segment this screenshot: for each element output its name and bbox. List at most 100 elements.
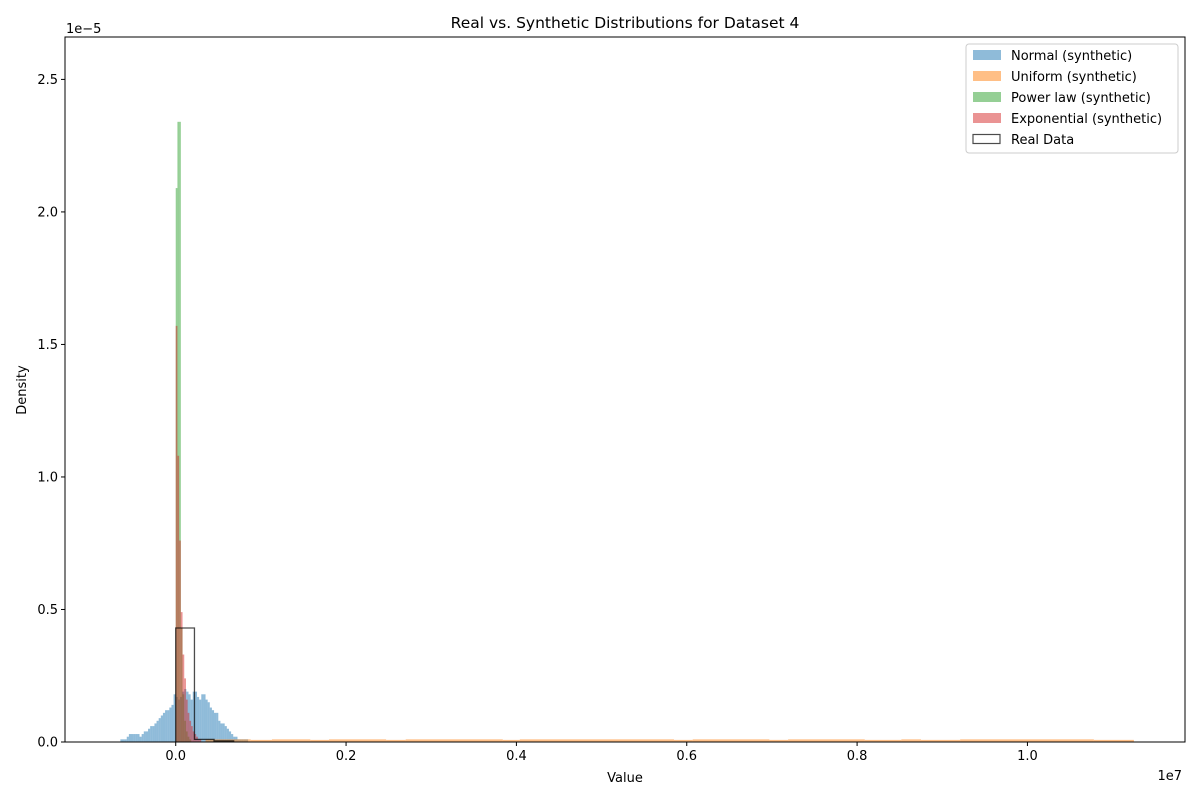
histogram-bar (250, 739, 272, 742)
histogram-bar (175, 325, 178, 742)
histogram-bar (131, 734, 134, 742)
histogram-bar (190, 699, 193, 742)
x-tick-label: 0.8 (847, 749, 868, 764)
chart-title: Real vs. Synthetic Distributions for Dat… (451, 14, 800, 32)
histogram-bar (177, 121, 180, 743)
legend-swatch (972, 133, 1001, 145)
histogram-bar (165, 710, 168, 742)
legend-label: Power law (synthetic) (1011, 91, 1151, 106)
histogram-bar (158, 718, 161, 742)
histogram-bar (692, 739, 770, 742)
histogram-bar (960, 739, 1094, 742)
histogram-bar (169, 707, 172, 742)
histogram-bar (179, 121, 181, 743)
histogram-bar (167, 710, 170, 742)
histogram-bar (329, 739, 387, 742)
series-3 (175, 325, 202, 742)
real-data-step (175, 627, 235, 742)
histogram-bar (1093, 739, 1134, 742)
histogram-bar (207, 702, 210, 742)
histogram-bar (920, 739, 961, 742)
histogram-bar (145, 731, 149, 742)
x-axis-ticks: 0.0 0.2 0.4 0.6 0.8 1.0 (165, 742, 1038, 764)
histogram-bar (222, 723, 225, 742)
histogram-bars (120, 121, 1134, 743)
legend-label: Normal (synthetic) (1011, 49, 1132, 64)
histogram-bar (135, 734, 138, 742)
histogram-bar (405, 739, 503, 742)
histogram-bar (124, 739, 127, 742)
histogram-bar (673, 739, 693, 742)
histogram-bar (310, 739, 330, 742)
histogram-bar (226, 728, 229, 742)
histogram-bar (271, 739, 311, 742)
histogram-bar (502, 739, 520, 742)
legend-box (965, 43, 1179, 154)
x-tick-label: 0.0 (165, 749, 186, 764)
histogram-bar (152, 726, 155, 742)
histogram-bar (160, 715, 163, 742)
x-tick-label: 1.0 (1017, 749, 1038, 764)
histogram-bar (137, 734, 140, 742)
histogram-bar (769, 739, 789, 742)
histogram-bar (187, 712, 190, 742)
histogram-bar (214, 712, 217, 742)
x-tick-label: 0.2 (336, 749, 357, 764)
histogram-bar (194, 734, 197, 742)
histogram-bar (901, 739, 921, 742)
histogram-bar (211, 710, 215, 742)
histogram-bar (224, 726, 227, 742)
legend-swatch (973, 92, 1001, 102)
histogram-bar (179, 540, 181, 742)
histogram-bar (143, 731, 146, 742)
legend-label: Exponential (synthetic) (1011, 112, 1162, 127)
histogram-bar (199, 739, 202, 742)
y-axis-ticks: 0.0 0.5 1.0 1.5 2.0 2.5 (37, 73, 65, 751)
legend: Normal (synthetic) Uniform (synthetic) Pow… (965, 43, 1179, 154)
histogram-bar (133, 734, 136, 742)
histogram-bar (126, 736, 129, 742)
x-offset-label: 1e7 (1157, 769, 1182, 784)
histogram-bar (156, 720, 159, 742)
legend-swatch (973, 113, 1001, 123)
y-offset-label: 1e−5 (66, 22, 101, 37)
histogram-bar (220, 723, 223, 742)
histogram-bar (171, 704, 174, 742)
x-axis-label: Value (607, 771, 643, 786)
legend-label: Uniform (synthetic) (1011, 70, 1137, 85)
histogram-bar (162, 712, 166, 742)
histogram-bar (154, 723, 157, 742)
histogram-bar (122, 739, 125, 742)
histogram-bar (201, 694, 204, 742)
histogram-bar (205, 699, 208, 742)
histogram-bar (141, 734, 144, 742)
histogram-bar (148, 728, 151, 742)
series-4 (175, 627, 235, 742)
histogram-bar (189, 720, 192, 742)
x-tick-label: 0.6 (676, 749, 697, 764)
histogram-bar (120, 739, 123, 742)
histogram-bar (228, 731, 232, 742)
histogram-bar (218, 720, 221, 742)
legend-swatch (973, 50, 1001, 60)
histogram-bar (231, 734, 234, 742)
histogram-bar (128, 734, 132, 742)
histogram-bar (184, 678, 186, 742)
histogram-bar (216, 712, 219, 742)
histogram-bar (203, 694, 206, 742)
histogram-bar (788, 739, 865, 742)
y-axis-label: Density (15, 365, 30, 415)
plot-frame (64, 36, 1186, 743)
histogram-bar (150, 726, 153, 742)
histogram-bar (188, 694, 191, 742)
y-tick-label: 0.5 (37, 603, 58, 618)
y-tick-label: 1.0 (37, 470, 58, 485)
histogram-bar (864, 739, 902, 742)
histogram-bar (139, 736, 142, 742)
histogram-bar (519, 739, 674, 742)
histogram-bar (173, 694, 176, 742)
y-tick-label: 0.0 (37, 736, 58, 751)
histogram-bar (194, 691, 198, 742)
histogram-bar (209, 707, 212, 742)
